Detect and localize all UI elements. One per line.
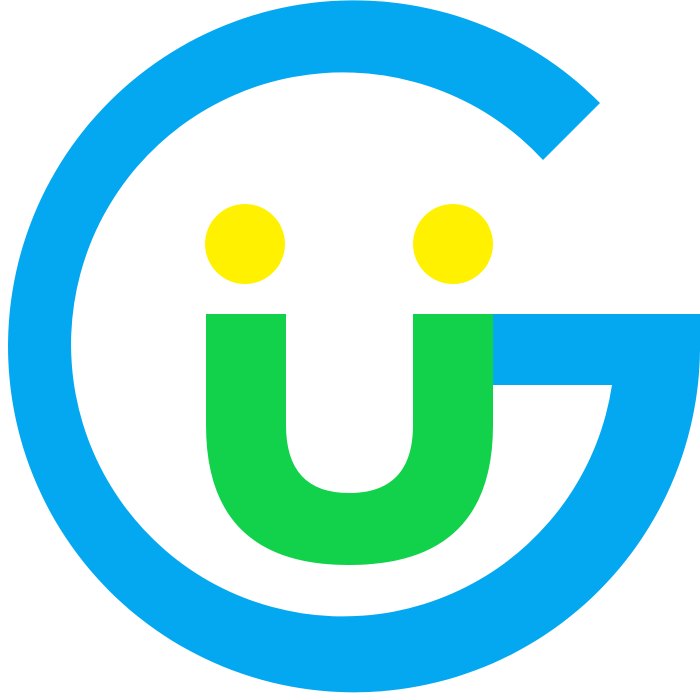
u-letter-icon [206,314,493,565]
g-letter-icon [8,0,700,693]
left-eye-icon [205,204,285,284]
right-eye-icon [413,204,493,284]
